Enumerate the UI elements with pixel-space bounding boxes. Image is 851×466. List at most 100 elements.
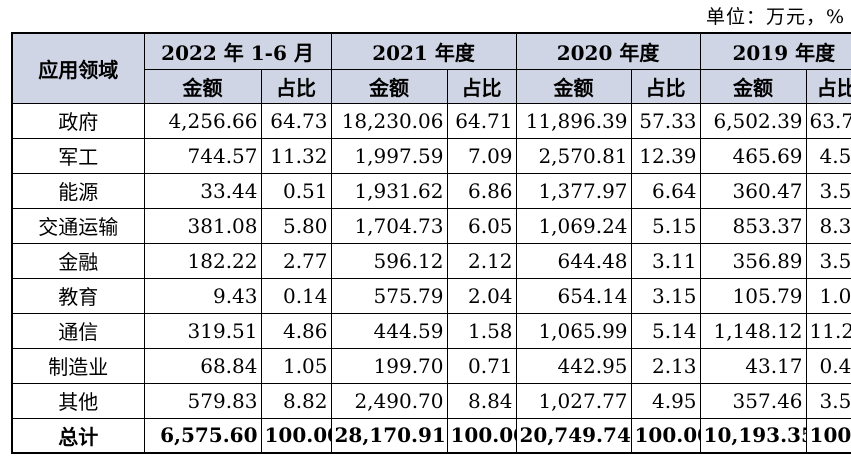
value-cell: 43.17 bbox=[699, 347, 807, 384]
value-cell: 11.26 bbox=[805, 312, 851, 349]
value-cell: 11.32 bbox=[260, 137, 332, 174]
total-cell: 28,170.91 bbox=[330, 417, 448, 454]
value-cell: 1,931.62 bbox=[330, 172, 448, 209]
domain-cell: 其他 bbox=[11, 382, 145, 419]
value-cell: 1.58 bbox=[446, 312, 517, 349]
revenue-by-domain-table: 应用领域 2022 年 1-6 月 2021 年度 2020 年度 2019 年… bbox=[11, 32, 851, 454]
table-row: 金融 182.22 2.77 596.12 2.12 644.48 3.11 3… bbox=[11, 242, 851, 279]
value-cell: 105.79 bbox=[699, 277, 807, 314]
unit-label: 单位：万元，% bbox=[705, 6, 845, 28]
value-cell: 2.12 bbox=[446, 242, 517, 279]
total-cell: 100.00 bbox=[446, 417, 517, 454]
value-cell: 1,997.59 bbox=[330, 137, 448, 174]
value-cell: 6.86 bbox=[446, 172, 517, 209]
value-cell: 1,148.12 bbox=[699, 312, 807, 349]
value-cell: 12.39 bbox=[630, 137, 701, 174]
value-cell: 596.12 bbox=[330, 242, 448, 279]
value-cell: 57.33 bbox=[630, 102, 701, 139]
value-cell: 7.09 bbox=[446, 137, 517, 174]
value-cell: 0.42 bbox=[805, 347, 851, 384]
value-cell: 1,065.99 bbox=[515, 312, 632, 349]
value-cell: 579.83 bbox=[143, 382, 262, 419]
period-header: 2019 年度 bbox=[699, 32, 851, 70]
value-cell: 644.48 bbox=[515, 242, 632, 279]
value-cell: 64.71 bbox=[446, 102, 517, 139]
period-header: 2020 年度 bbox=[515, 32, 701, 70]
total-cell: 20,749.74 bbox=[515, 417, 632, 454]
amount-header: 金额 bbox=[330, 68, 448, 104]
value-cell: 5.15 bbox=[630, 207, 701, 244]
amount-header: 金额 bbox=[699, 68, 807, 104]
value-cell: 3.51 bbox=[805, 382, 851, 419]
value-cell: 18,230.06 bbox=[330, 102, 448, 139]
value-cell: 2.77 bbox=[260, 242, 332, 279]
value-cell: 3.54 bbox=[805, 172, 851, 209]
domain-cell: 教育 bbox=[11, 277, 145, 314]
domain-cell: 金融 bbox=[11, 242, 145, 279]
domain-cell: 交通运输 bbox=[11, 207, 145, 244]
value-cell: 1.04 bbox=[805, 277, 851, 314]
period-header: 2021 年度 bbox=[330, 32, 517, 70]
value-cell: 8.84 bbox=[446, 382, 517, 419]
value-cell: 4.57 bbox=[805, 137, 851, 174]
value-cell: 1.05 bbox=[260, 347, 332, 384]
value-cell: 6.05 bbox=[446, 207, 517, 244]
value-cell: 5.14 bbox=[630, 312, 701, 349]
value-cell: 8.82 bbox=[260, 382, 332, 419]
value-cell: 4.95 bbox=[630, 382, 701, 419]
value-cell: 1,704.73 bbox=[330, 207, 448, 244]
value-cell: 2,570.81 bbox=[515, 137, 632, 174]
value-cell: 0.71 bbox=[446, 347, 517, 384]
total-cell: 100.00 bbox=[805, 417, 851, 454]
value-cell: 0.51 bbox=[260, 172, 332, 209]
value-cell: 444.59 bbox=[330, 312, 448, 349]
table-row: 军工 744.57 11.32 1,997.59 7.09 2,570.81 1… bbox=[11, 137, 851, 174]
value-cell: 442.95 bbox=[515, 347, 632, 384]
total-cell: 6,575.60 bbox=[143, 417, 262, 454]
domain-cell: 政府 bbox=[11, 102, 145, 139]
domain-cell: 制造业 bbox=[11, 347, 145, 384]
header-row-periods: 应用领域 2022 年 1-6 月 2021 年度 2020 年度 2019 年… bbox=[11, 32, 851, 104]
value-cell: 63.79 bbox=[805, 102, 851, 139]
value-cell: 853.37 bbox=[699, 207, 807, 244]
value-cell: 2.13 bbox=[630, 347, 701, 384]
value-cell: 0.14 bbox=[260, 277, 332, 314]
amount-header: 金额 bbox=[515, 68, 632, 104]
value-cell: 575.79 bbox=[330, 277, 448, 314]
value-cell: 1,377.97 bbox=[515, 172, 632, 209]
total-cell: 100.00 bbox=[630, 417, 701, 454]
value-cell: 357.46 bbox=[699, 382, 807, 419]
value-cell: 1,027.77 bbox=[515, 382, 632, 419]
value-cell: 465.69 bbox=[699, 137, 807, 174]
field-header: 应用领域 bbox=[11, 32, 145, 104]
table-row: 制造业 68.84 1.05 199.70 0.71 442.95 2.13 4… bbox=[11, 347, 851, 384]
value-cell: 199.70 bbox=[330, 347, 448, 384]
total-label: 总计 bbox=[11, 417, 145, 454]
value-cell: 1,069.24 bbox=[515, 207, 632, 244]
value-cell: 3.50 bbox=[805, 242, 851, 279]
value-cell: 3.15 bbox=[630, 277, 701, 314]
table-row: 其他 579.83 8.82 2,490.70 8.84 1,027.77 4.… bbox=[11, 382, 851, 419]
total-cell: 10,193.35 bbox=[699, 417, 807, 454]
period-header: 2022 年 1-6 月 bbox=[143, 32, 332, 70]
value-cell: 319.51 bbox=[143, 312, 262, 349]
value-cell: 4.86 bbox=[260, 312, 332, 349]
value-cell: 744.57 bbox=[143, 137, 262, 174]
table-row: 教育 9.43 0.14 575.79 2.04 654.14 3.15 105… bbox=[11, 277, 851, 314]
value-cell: 6.64 bbox=[630, 172, 701, 209]
value-cell: 2,490.70 bbox=[330, 382, 448, 419]
domain-cell: 军工 bbox=[11, 137, 145, 174]
value-cell: 64.73 bbox=[260, 102, 332, 139]
total-cell: 100.00 bbox=[260, 417, 332, 454]
value-cell: 11,896.39 bbox=[515, 102, 632, 139]
value-cell: 5.80 bbox=[260, 207, 332, 244]
ratio-header: 占比 bbox=[630, 68, 701, 104]
total-row: 总计 6,575.60 100.00 28,170.91 100.00 20,7… bbox=[11, 417, 851, 454]
value-cell: 8.37 bbox=[805, 207, 851, 244]
value-cell: 4,256.66 bbox=[143, 102, 262, 139]
value-cell: 654.14 bbox=[515, 277, 632, 314]
value-cell: 381.08 bbox=[143, 207, 262, 244]
value-cell: 6,502.39 bbox=[699, 102, 807, 139]
value-cell: 356.89 bbox=[699, 242, 807, 279]
domain-cell: 能源 bbox=[11, 172, 145, 209]
